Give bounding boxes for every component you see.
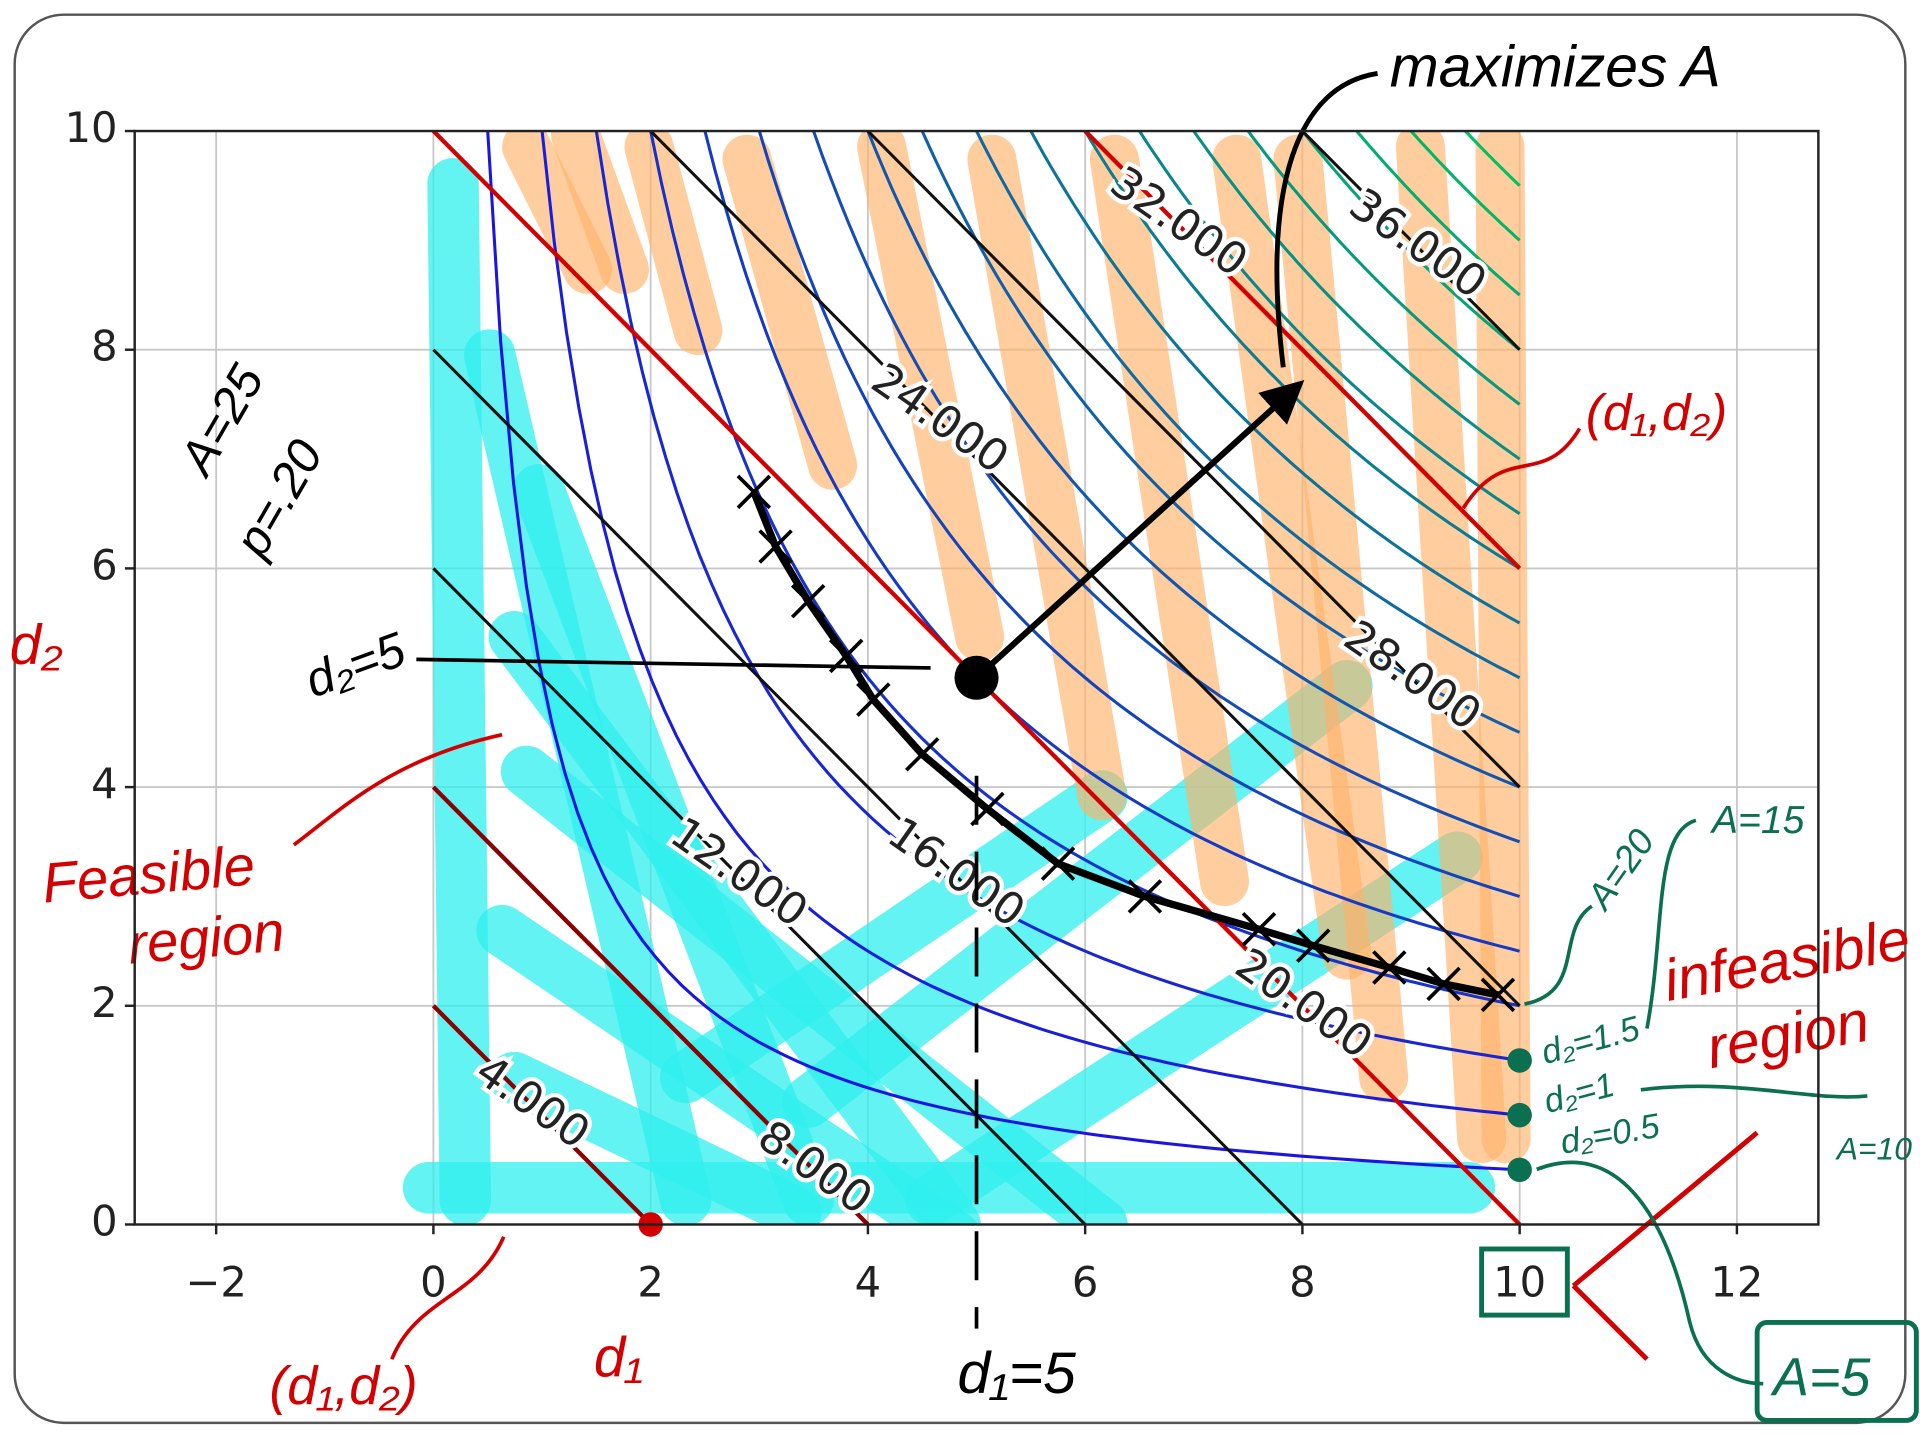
annotation: d₁=5 [958, 1341, 1077, 1406]
x-tick-label: 12 [1710, 1258, 1763, 1307]
level-point [1507, 1103, 1531, 1127]
annotation: A=10 [1835, 1130, 1913, 1166]
y-tick-label: 4 [91, 759, 117, 808]
annotation: (d₁,d₂) [269, 1356, 417, 1416]
x-tick-label: 2 [637, 1258, 663, 1307]
y-tick-label: 8 [91, 322, 117, 371]
x-tick-label: −2 [185, 1258, 246, 1307]
optimum-point [954, 656, 998, 700]
y-tick-label: 0 [91, 1196, 117, 1245]
annotation: A=5 [1770, 1347, 1871, 1407]
chart: −202468101202468104.0008.00012.00016.000… [0, 0, 1920, 1440]
x-tick-label: 4 [855, 1258, 881, 1307]
annotation: A=15 [1710, 799, 1805, 842]
feasible-stripe [453, 184, 465, 1200]
annotation: maximizes A [1390, 35, 1721, 100]
y-axis-label: d₂ [10, 613, 63, 676]
x-axis-label: d₁ [594, 1326, 643, 1389]
annotation: (d₁,d₂) [1586, 383, 1728, 441]
y-tick-label: 6 [91, 540, 117, 589]
x-tick-label: 10 [1493, 1258, 1546, 1307]
y-tick-label: 10 [65, 103, 118, 152]
x-tick-label: 6 [1072, 1258, 1098, 1307]
y-tick-label: 2 [91, 978, 117, 1027]
level-point [1507, 1048, 1531, 1072]
level-point [1507, 1158, 1531, 1182]
x-tick-label: 8 [1289, 1258, 1315, 1307]
